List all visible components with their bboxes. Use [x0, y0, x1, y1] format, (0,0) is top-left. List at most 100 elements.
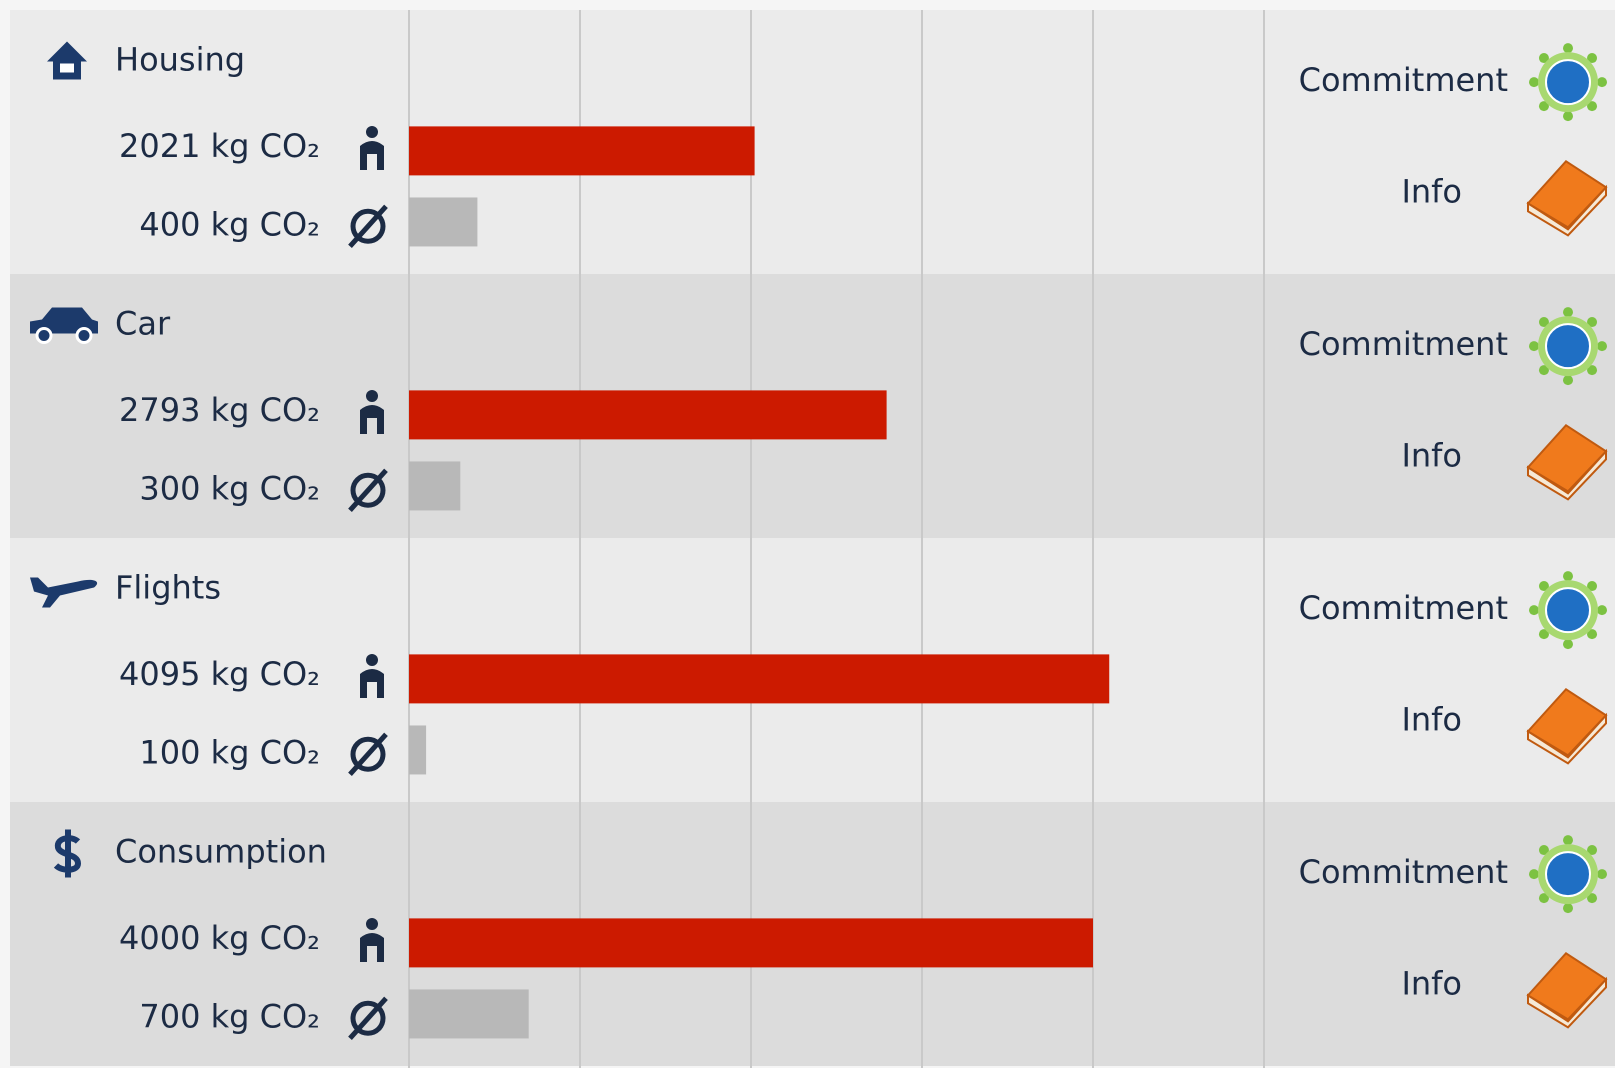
user-bar [409, 654, 1110, 704]
globe-ray [1538, 53, 1549, 64]
globe-ray [1597, 869, 1607, 880]
user-bar [409, 918, 1093, 968]
globe-ray [1563, 43, 1573, 54]
commitment-link[interactable]: Commitment [1299, 853, 1508, 891]
average-slash [348, 468, 388, 512]
globe-ray [1563, 375, 1573, 386]
globe-ray [1529, 605, 1539, 616]
dollar-icon [53, 829, 82, 878]
plane-icon [30, 577, 98, 608]
info-link[interactable]: Info [1401, 172, 1462, 210]
person-body [360, 933, 384, 963]
globe-ray [1538, 365, 1549, 376]
category-name: Housing [115, 41, 245, 79]
globe [1545, 851, 1591, 898]
globe-ray [1587, 845, 1598, 856]
person-head [366, 390, 378, 403]
average-bar [409, 725, 427, 775]
house-window [60, 63, 74, 73]
average-value-label: 700 kg CO₂ [139, 997, 320, 1035]
globe-ray [1587, 53, 1598, 64]
book-cover [1526, 424, 1608, 493]
user-value-label: 2793 kg CO₂ [119, 391, 320, 429]
globe-ray [1563, 835, 1573, 846]
average-symbol [350, 472, 386, 508]
globe-ray [1529, 77, 1539, 88]
book-pages [1527, 184, 1607, 237]
average-symbol [350, 736, 386, 772]
globe-ray [1597, 77, 1607, 88]
average-symbol [350, 1000, 386, 1036]
globe-ray [1538, 101, 1549, 112]
info-link[interactable]: Info [1401, 964, 1462, 1002]
globe-ray [1563, 111, 1573, 122]
book-pages [1527, 448, 1607, 501]
globe-ray [1587, 101, 1598, 112]
average-value-label: 300 kg CO₂ [139, 469, 320, 507]
category-name: Car [115, 305, 171, 343]
user-value-label: 2021 kg CO₂ [119, 127, 320, 165]
globe-ray [1538, 893, 1549, 904]
user-bar [409, 126, 755, 176]
person-body [360, 141, 384, 171]
person-head [366, 126, 378, 139]
user-value-label: 4000 kg CO₂ [119, 919, 320, 957]
globe-ray [1563, 639, 1573, 650]
category-icon [47, 41, 87, 80]
car-wheel [75, 327, 93, 344]
book-cover [1526, 688, 1608, 757]
average-value-label: 100 kg CO₂ [139, 733, 320, 771]
category-icon [53, 829, 82, 878]
globe-ray [1538, 317, 1549, 328]
average-slash [348, 204, 388, 248]
globe [1545, 323, 1591, 370]
globe-ray [1587, 893, 1598, 904]
commitment-link[interactable]: Commitment [1299, 61, 1508, 99]
average-bar [409, 461, 461, 511]
globe [1545, 587, 1591, 634]
average-bar [409, 197, 478, 247]
globe-ray [1587, 317, 1598, 328]
car-wheel [35, 327, 53, 344]
average-value-label: 400 kg CO₂ [139, 205, 320, 243]
info-link[interactable]: Info [1401, 436, 1462, 474]
globe-ray [1587, 365, 1598, 376]
globe-ray [1529, 869, 1539, 880]
globe-ray [1597, 341, 1607, 352]
house-icon [47, 41, 87, 80]
globe-ray [1563, 903, 1573, 914]
book-pages [1527, 712, 1607, 765]
globe-ray [1587, 629, 1598, 640]
globe-ray [1563, 307, 1573, 318]
category-icon [30, 307, 98, 344]
car-icon [30, 307, 98, 334]
info-link[interactable]: Info [1401, 700, 1462, 738]
person-head [366, 918, 378, 931]
globe-ray [1538, 581, 1549, 592]
commitment-link[interactable]: Commitment [1299, 325, 1508, 363]
globe [1545, 59, 1591, 106]
commitment-link[interactable]: Commitment [1299, 589, 1508, 627]
person-body [360, 669, 384, 699]
globe-ray [1538, 629, 1549, 640]
globe-ray [1538, 845, 1549, 856]
globe-ray [1529, 341, 1539, 352]
person-body [360, 405, 384, 435]
book-cover [1526, 160, 1608, 229]
globe-ray [1563, 571, 1573, 582]
average-slash [348, 996, 388, 1040]
category-name: Consumption [115, 833, 327, 871]
person-head [366, 654, 378, 667]
category-name: Flights [115, 569, 221, 607]
globe-ray [1597, 605, 1607, 616]
row-background [10, 10, 1615, 274]
average-bar [409, 989, 529, 1039]
globe-ray [1587, 581, 1598, 592]
user-bar [409, 390, 887, 440]
average-slash [348, 732, 388, 776]
book-pages [1527, 976, 1607, 1029]
category-icon [30, 577, 98, 608]
book-cover [1526, 952, 1608, 1021]
